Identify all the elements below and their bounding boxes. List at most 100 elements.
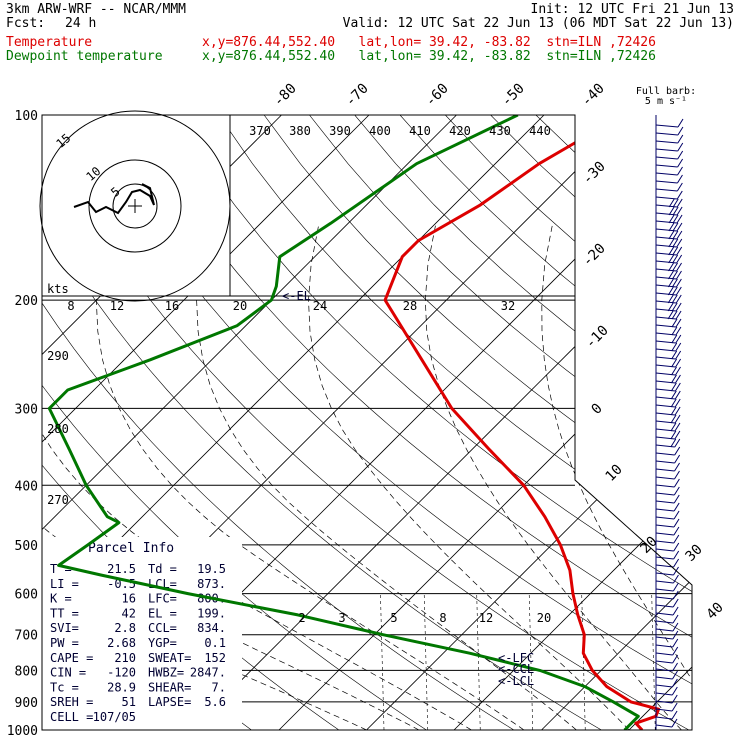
wind-barb — [655, 710, 678, 720]
wind-barb-flag — [676, 262, 682, 272]
parcel-field-label: CAPE = — [50, 651, 93, 665]
wind-barb — [655, 430, 681, 440]
wind-barb-flag — [671, 342, 678, 352]
moist-adiabat — [424, 223, 682, 730]
parcel-field-value: 28.9 — [107, 680, 136, 694]
wind-barb-flag — [674, 406, 681, 416]
wind-barb-flag — [673, 534, 680, 544]
wind-barb — [655, 278, 682, 288]
wind-barb — [655, 358, 682, 368]
wind-barb-staff — [655, 436, 675, 440]
wind-barb — [655, 598, 679, 608]
isotherm — [42, 115, 545, 730]
wind-barb-flag — [670, 382, 677, 392]
dry-adiabat — [82, 115, 692, 730]
wind-barb-flag — [672, 606, 679, 616]
wind-barb-flag — [671, 286, 678, 296]
parcel-field-label: SVI= — [50, 621, 79, 635]
parcel-field-value: 210 — [114, 651, 136, 665]
wind-barb-flag — [668, 254, 675, 264]
parcel-field-value: 51 — [122, 695, 136, 709]
wind-barb — [655, 638, 679, 648]
parcel-field-value: 21.5 — [107, 562, 136, 576]
wind-barb-flag — [673, 542, 680, 552]
wind-barb-flag — [672, 270, 678, 280]
parcel-field-value: 152 — [204, 651, 226, 665]
wind-barb-flag — [671, 686, 678, 696]
pressure-tick-label: 100 — [15, 109, 38, 124]
dry-adiabat — [218, 115, 692, 730]
wind-barb-flag — [667, 294, 674, 304]
wind-barb-staff — [655, 676, 673, 680]
wind-barb-flag — [671, 302, 678, 312]
wind-barb-flag — [670, 406, 677, 416]
parcel-field-label: LI = — [50, 577, 79, 591]
wind-barb-flag — [668, 238, 675, 248]
isotherm — [366, 115, 692, 730]
parcel-field-value: 2847. — [190, 666, 226, 680]
mixing-ratio-label: 5 — [390, 611, 397, 625]
wind-barb — [655, 670, 678, 680]
wind-barb-flag — [674, 414, 681, 424]
theta-e-label: 410 — [409, 124, 431, 138]
hodograph-speed-unit: kts — [47, 282, 69, 296]
parcel-field-value: 107/05 — [93, 710, 136, 724]
wind-barb-flag — [672, 206, 679, 216]
wind-barb-flag — [676, 270, 682, 280]
wind-barb-flag — [672, 614, 679, 624]
wind-barb-flag — [671, 294, 678, 304]
wind-barb — [655, 606, 679, 616]
hodograph-trace — [73, 183, 155, 215]
wind-barb-staff — [655, 612, 674, 616]
dry-adiabat — [399, 115, 692, 730]
wind-barb-flag — [676, 238, 683, 248]
wind-barb — [655, 622, 679, 632]
wind-barb-flag — [668, 262, 674, 272]
wind-barb — [655, 398, 681, 408]
wind-barb-staff — [655, 180, 678, 184]
wind-barb — [655, 246, 683, 256]
wind-barb-flag — [677, 118, 684, 128]
wind-barb-flag — [671, 710, 678, 720]
isotherm-label: 30 — [683, 542, 706, 565]
wind-barb-flag — [673, 558, 680, 568]
dry-adiabat — [309, 115, 692, 730]
wind-barb-flag — [675, 374, 681, 384]
wind-barb-flag — [676, 190, 683, 200]
wind-barb-flag — [672, 254, 679, 264]
wind-barb-flag — [668, 230, 675, 240]
parcel-field-value: 834. — [197, 621, 226, 635]
wind-barb — [655, 462, 680, 472]
wind-barb-flag — [673, 550, 680, 560]
wind-barb-flag — [674, 470, 680, 480]
wind-barb-flag — [671, 702, 678, 712]
wind-barb — [655, 118, 684, 128]
wind-barb-flag — [670, 422, 677, 432]
mixing-ratio-label: 20 — [537, 611, 551, 625]
wind-barb-flag — [674, 382, 681, 392]
wind-barb-flag — [672, 262, 678, 272]
wind-barb — [655, 550, 680, 560]
wind-barb — [655, 390, 681, 400]
wind-barb-flag — [674, 390, 681, 400]
wind-barb-flag — [675, 366, 681, 376]
forecast-label: Fcst: — [6, 16, 46, 31]
isotherm-label: -60 — [423, 81, 452, 110]
wind-barb-flag — [675, 318, 682, 328]
wind-barb-flag — [672, 238, 679, 248]
wind-barb — [655, 574, 679, 584]
wind-barb-staff — [655, 460, 675, 464]
wind-barb-staff — [655, 716, 673, 720]
wind-barb-flag — [671, 318, 678, 328]
wind-barb-flag — [672, 662, 678, 672]
wind-barb-flag — [667, 302, 674, 312]
wind-barb — [655, 470, 680, 480]
wind-barb — [655, 222, 683, 232]
wind-barb-flag — [677, 150, 684, 160]
wind-barb-staff — [655, 516, 675, 520]
wind-barb-staff — [655, 484, 675, 488]
wind-barb-staff — [655, 660, 673, 664]
isotherm-label: 10 — [603, 462, 626, 485]
wind-barb — [655, 502, 680, 512]
